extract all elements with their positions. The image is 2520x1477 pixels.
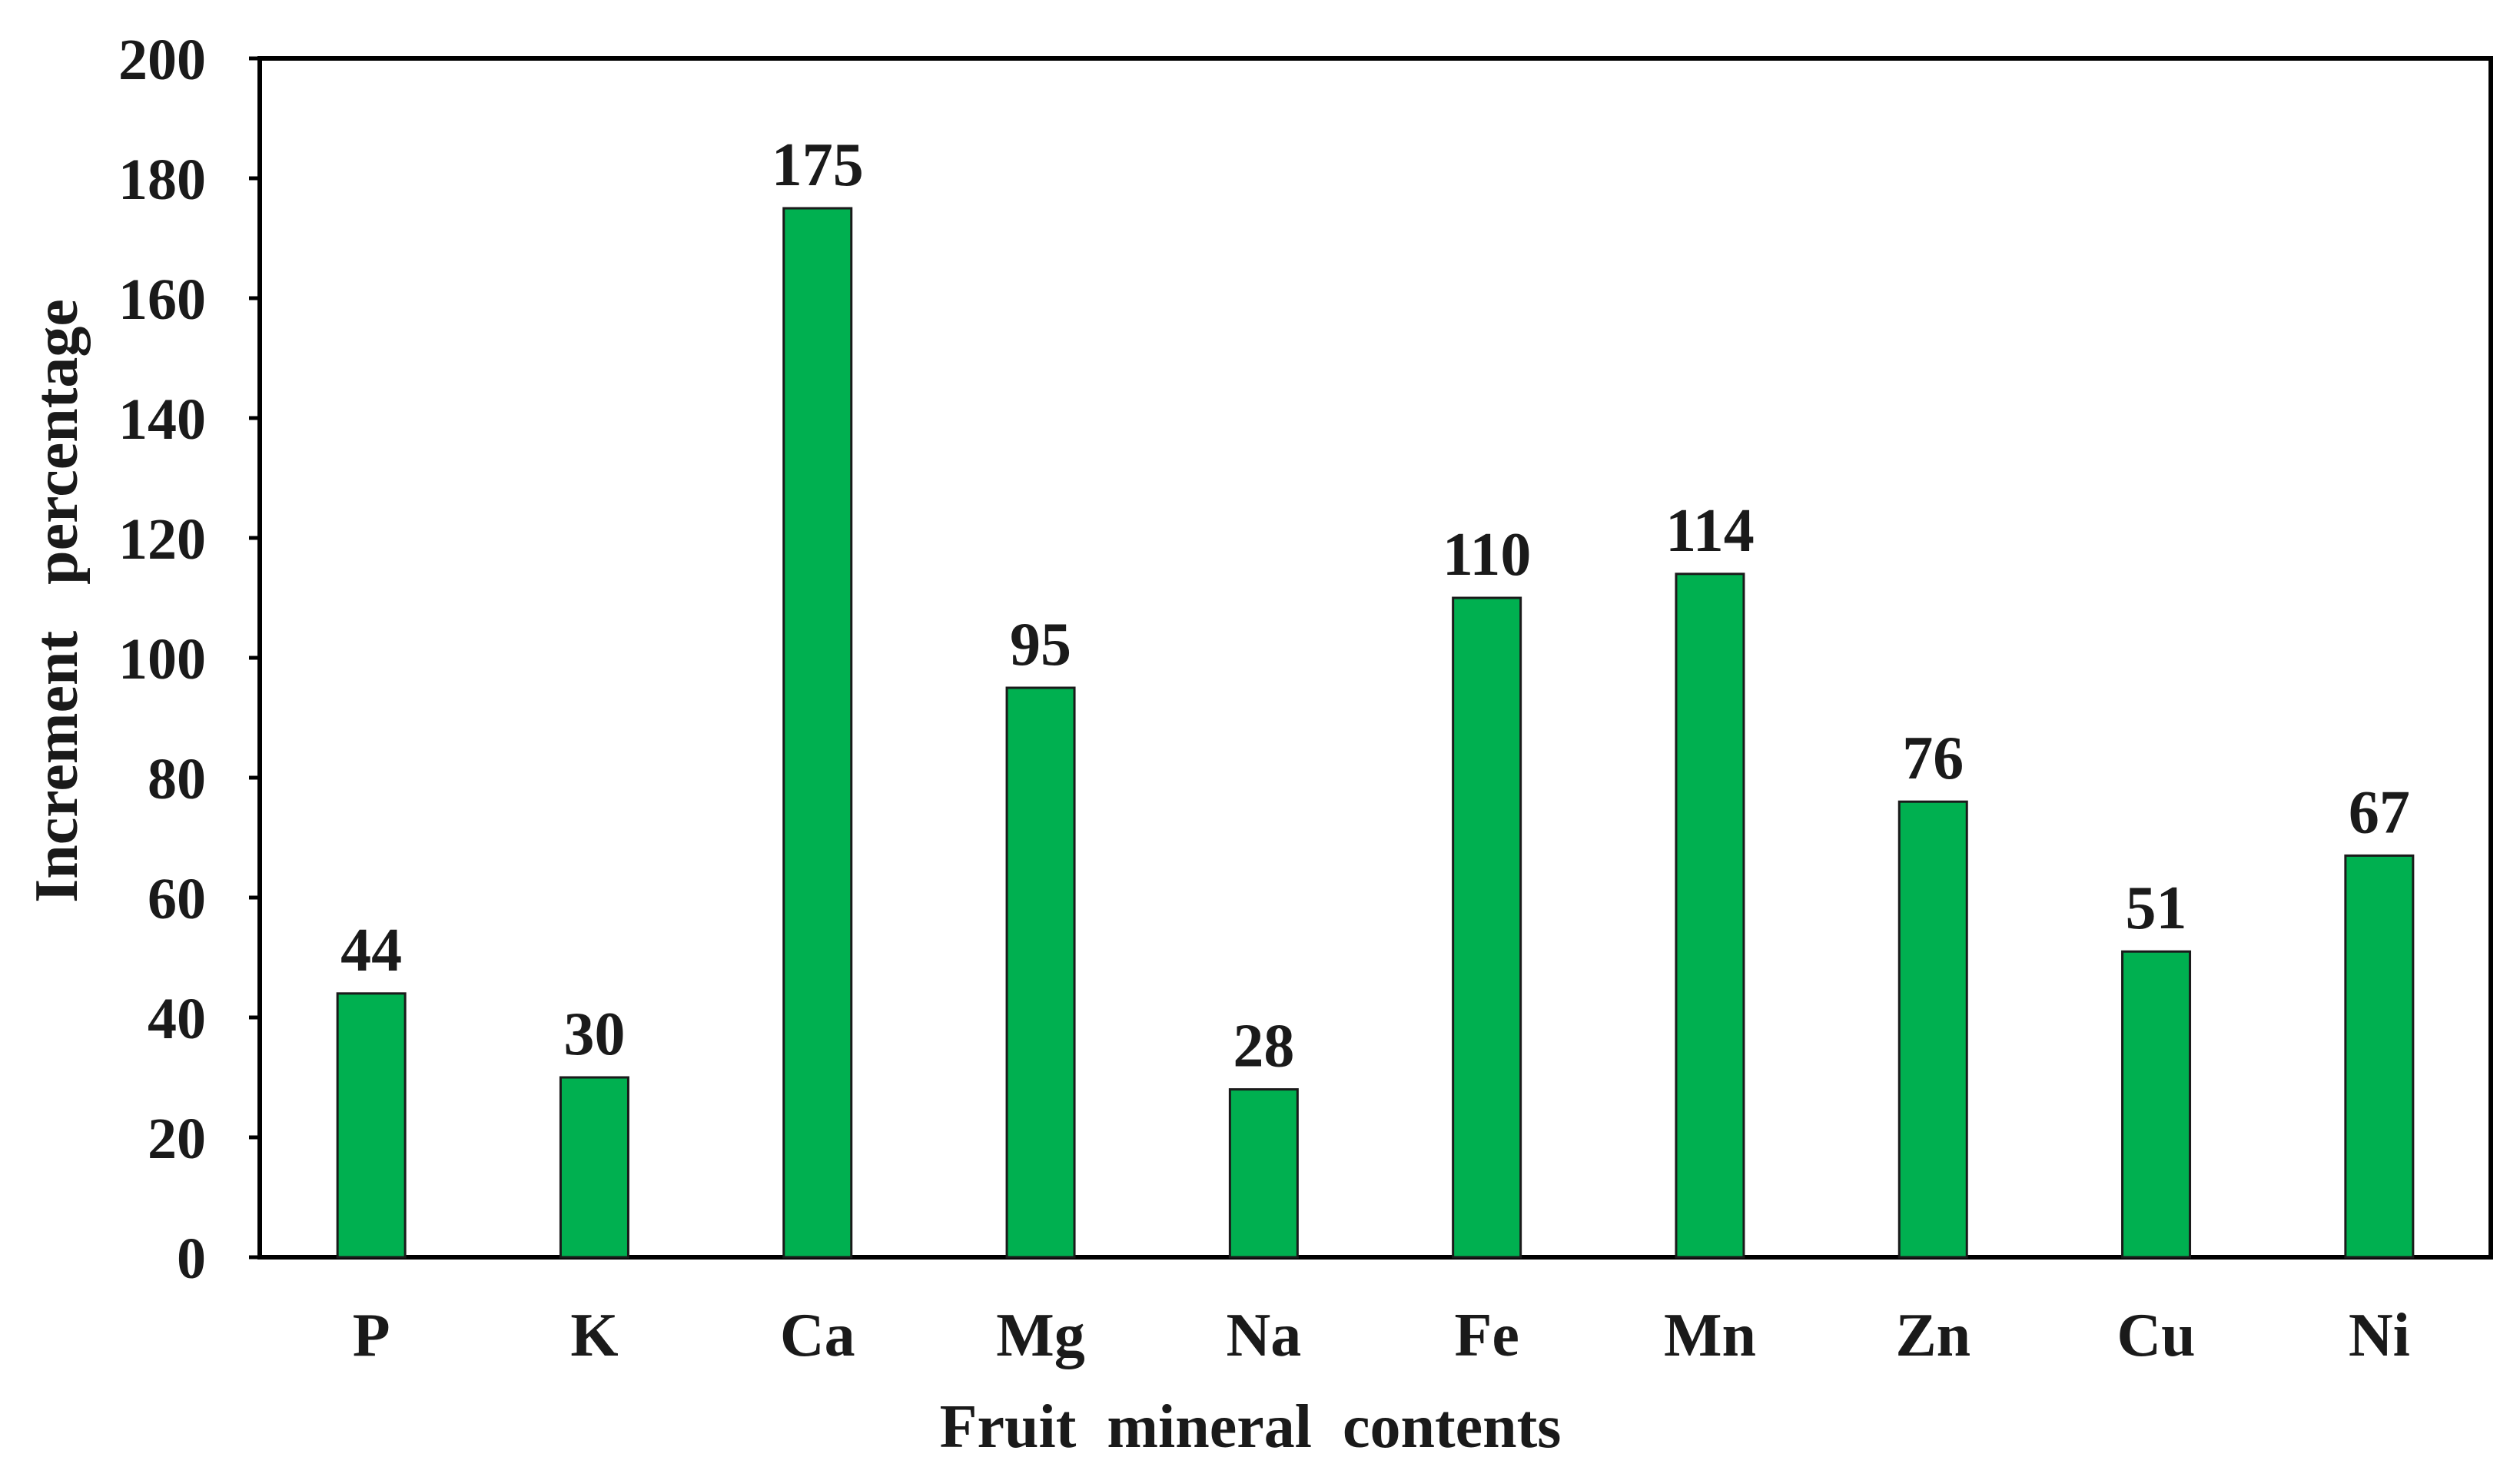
bar-value-label-fe: 110 bbox=[1443, 521, 1532, 589]
bar-value-label-ca: 175 bbox=[772, 131, 864, 199]
bar-k bbox=[559, 1076, 629, 1259]
y-tick-label: 140 bbox=[118, 387, 206, 452]
bar-fe bbox=[1452, 596, 1522, 1259]
y-tick-label: 0 bbox=[177, 1226, 206, 1291]
y-axis-title: Increment percentage bbox=[23, 299, 91, 903]
bars bbox=[336, 207, 2415, 1259]
bar-zn bbox=[1897, 800, 1968, 1259]
bar-value-label-p: 44 bbox=[340, 917, 402, 984]
bar-ni bbox=[2344, 854, 2415, 1259]
bar-na bbox=[1228, 1088, 1299, 1259]
bar-mg bbox=[1005, 686, 1076, 1259]
bar-p bbox=[336, 992, 407, 1259]
bar-value-label-mg: 95 bbox=[1010, 611, 1071, 679]
x-category-label-zn: Zn bbox=[1895, 1302, 1971, 1369]
x-category-label-mn: Mn bbox=[1664, 1302, 1756, 1369]
bar-value-label-zn: 76 bbox=[1902, 725, 1964, 792]
bar-value-label-na: 28 bbox=[1233, 1013, 1294, 1080]
x-axis-categories: P K Ca Mg Na Fe Mn Zn Cu Ni bbox=[353, 1302, 2410, 1369]
y-tick-label: 120 bbox=[118, 507, 206, 572]
y-tick-label: 40 bbox=[148, 987, 206, 1051]
y-tick-label: 20 bbox=[148, 1107, 206, 1171]
bar-value-label-mn: 114 bbox=[1665, 497, 1755, 565]
x-category-label-mg: Mg bbox=[996, 1302, 1085, 1369]
y-tick-label: 100 bbox=[118, 627, 206, 692]
bar-value-label-k: 30 bbox=[563, 1001, 625, 1068]
bar-value-label-cu: 51 bbox=[2126, 875, 2187, 942]
bar-value-label-ni: 67 bbox=[2349, 778, 2410, 846]
x-category-label-k: K bbox=[570, 1302, 618, 1369]
x-axis-title: Fruit mineral contents bbox=[940, 1393, 1562, 1461]
y-tick-label: 80 bbox=[148, 747, 206, 812]
bar-value-labels: 44 30 175 95 28 110 114 76 51 67 bbox=[340, 131, 2410, 1080]
x-category-label-p: P bbox=[353, 1302, 390, 1369]
bar-mn bbox=[1675, 573, 1745, 1259]
y-tick-label: 200 bbox=[118, 28, 206, 92]
x-category-label-ni: Ni bbox=[2349, 1302, 2410, 1369]
x-category-label-fe: Fe bbox=[1454, 1302, 1519, 1369]
x-category-label-na: Na bbox=[1226, 1302, 1301, 1369]
y-tick-label: 180 bbox=[118, 148, 206, 212]
y-tick-label: 60 bbox=[148, 867, 206, 931]
x-category-label-cu: Cu bbox=[2117, 1302, 2195, 1369]
bar-ca bbox=[782, 207, 853, 1259]
bar-cu bbox=[2121, 950, 2192, 1259]
y-tick-label: 160 bbox=[118, 267, 206, 332]
x-category-label-ca: Ca bbox=[780, 1302, 855, 1369]
y-axis-ticks: 0 20 40 60 80 100 120 140 160 180 200 bbox=[118, 28, 260, 1291]
